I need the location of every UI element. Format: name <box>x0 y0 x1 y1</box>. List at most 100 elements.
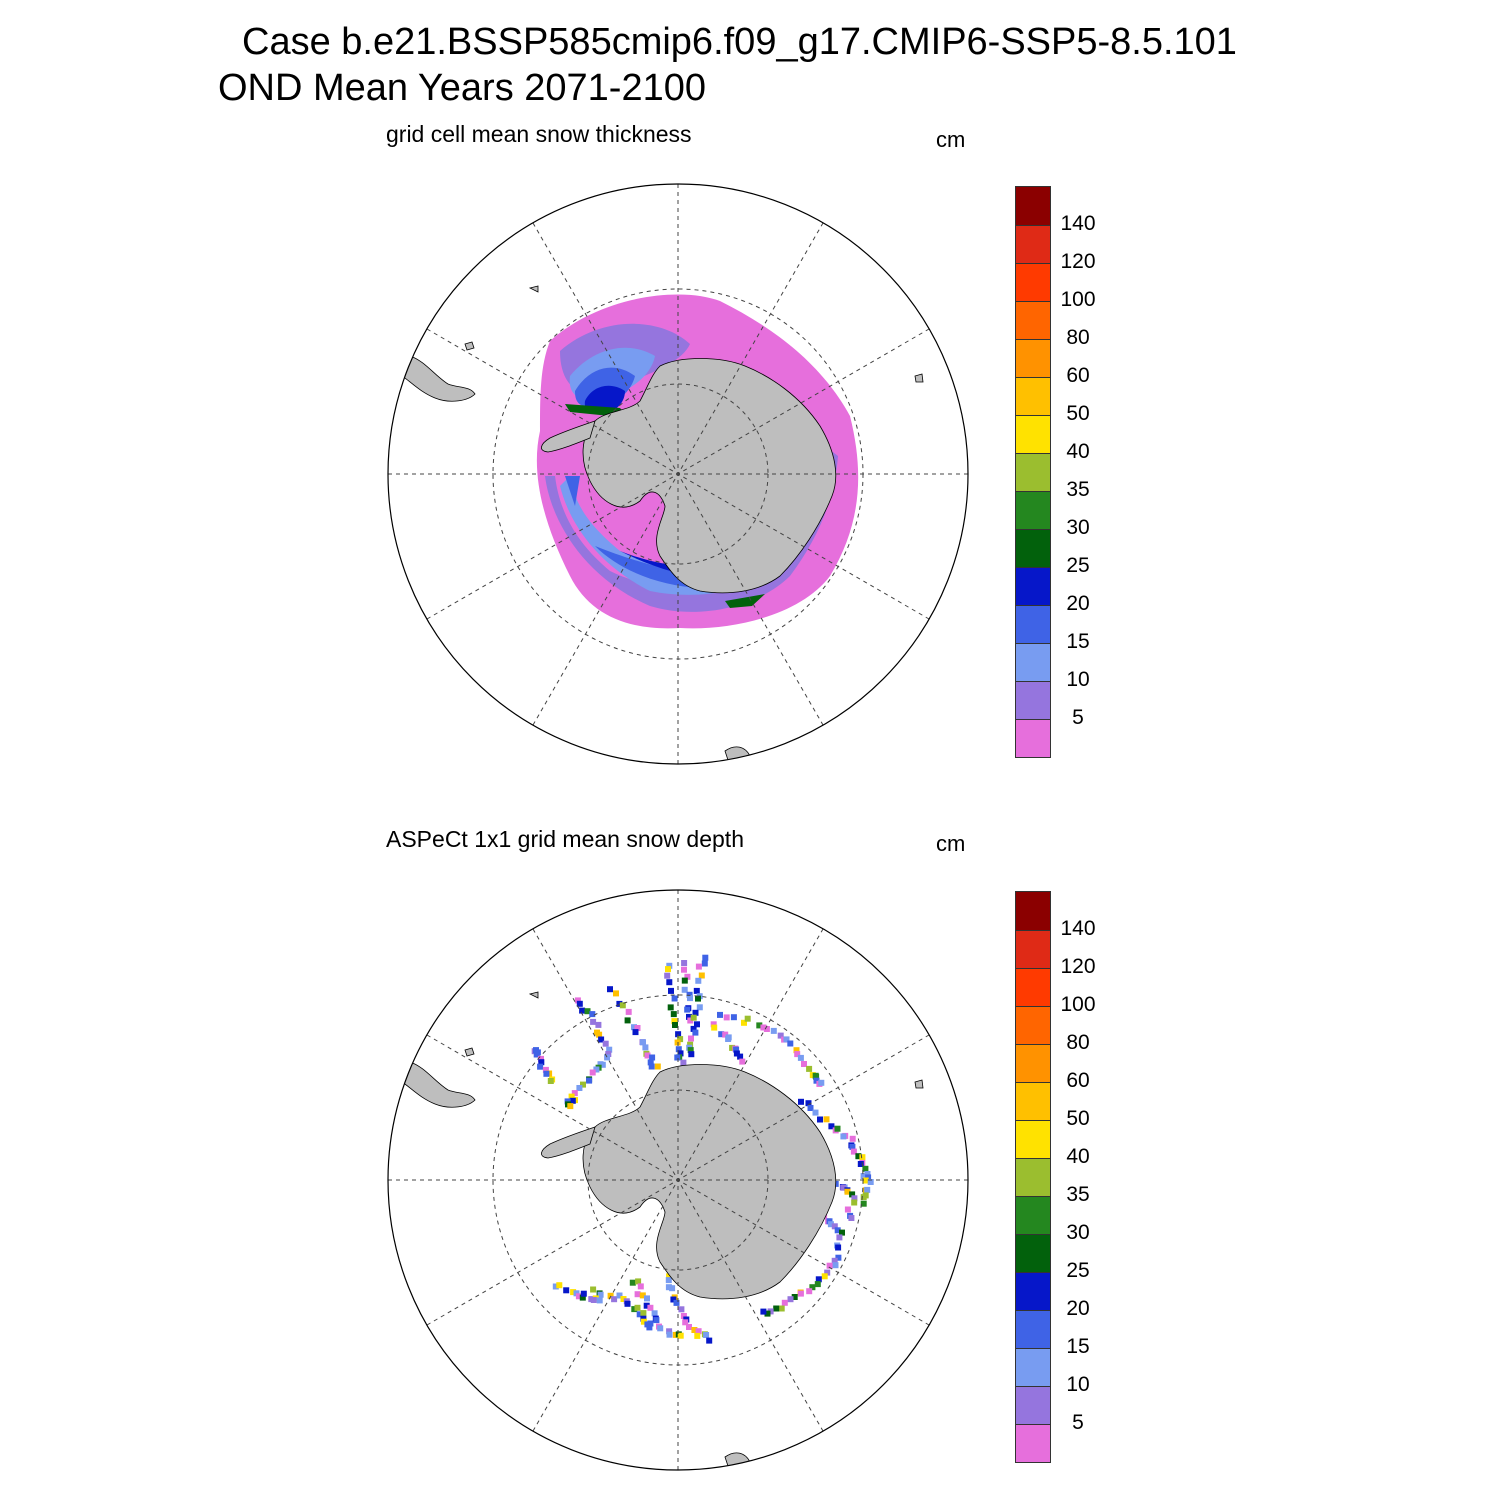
colorbar-box <box>1016 1044 1050 1082</box>
figure-title-case: Case b.e21.BSSP585cmip6.f09_g17.CMIP6-SS… <box>242 21 1237 63</box>
observation-cell <box>640 1310 647 1317</box>
colorbar-tick-label: 10 <box>1066 668 1090 691</box>
observation-cell <box>677 1050 684 1057</box>
observation-cell <box>667 1004 674 1011</box>
observation-cell <box>832 1262 839 1269</box>
observation-cell <box>629 1279 636 1286</box>
observation-cell <box>675 1046 682 1053</box>
observation-cell <box>692 1029 699 1036</box>
observation-cell <box>730 1014 737 1021</box>
observation-cell <box>556 1282 563 1289</box>
observation-cell <box>671 1018 678 1025</box>
observation-cell <box>647 1320 654 1327</box>
colorbar-tick-label: 20 <box>1066 1297 1090 1320</box>
observation-cell <box>607 986 613 993</box>
observation-cell <box>664 972 671 979</box>
observation-cell <box>729 1044 736 1051</box>
panel-model-map <box>387 183 969 765</box>
colorbar-box <box>1016 1386 1050 1424</box>
observation-cell <box>823 1116 830 1123</box>
colorbar-box <box>1016 225 1050 263</box>
observation-cell <box>538 1059 545 1066</box>
colorbar-box <box>1016 892 1050 930</box>
observation-cell <box>595 1021 602 1028</box>
observation-cell <box>826 1262 833 1269</box>
observation-cell <box>570 1289 577 1296</box>
colorbar-tick-label: 35 <box>1066 1183 1090 1206</box>
meridian-150 <box>532 928 824 1432</box>
colorbar-tick-label: 50 <box>1066 1107 1090 1130</box>
south-georgia <box>528 991 539 999</box>
panel-aspect-subtitle: ASPeCt 1x1 grid mean snow depth <box>386 826 744 852</box>
observation-cell <box>798 1098 804 1105</box>
observation-cell <box>590 1297 597 1303</box>
colorbar-tick-label: 35 <box>1066 478 1090 501</box>
observation-cell <box>805 1100 812 1107</box>
observation-cell <box>624 1017 631 1024</box>
observation-cell <box>640 1318 647 1325</box>
colorbar-box <box>1016 1120 1050 1158</box>
observation-cell <box>844 1206 851 1213</box>
observation-cell <box>640 1315 647 1322</box>
observation-cell <box>671 995 678 1002</box>
observation-cell <box>695 1328 702 1335</box>
observation-cell <box>563 1287 570 1294</box>
observation-cell <box>552 1283 559 1290</box>
colorbar-box <box>1016 301 1050 339</box>
observation-cell <box>703 1332 710 1338</box>
observation-cell <box>812 1109 819 1116</box>
observation-cell <box>586 1077 593 1084</box>
observation-cell <box>533 1051 540 1058</box>
observation-cell <box>584 1008 591 1015</box>
colorbar-box <box>1016 187 1050 225</box>
observation-cell <box>818 1079 825 1086</box>
observation-cell <box>674 1054 681 1061</box>
observation-cell <box>644 1295 650 1302</box>
colorbar-box <box>1016 1348 1050 1386</box>
observation-cell <box>698 972 705 979</box>
colorbar-tick-label: 20 <box>1066 592 1090 615</box>
observation-cell <box>770 1027 777 1034</box>
colorbar-tick-label: 60 <box>1066 364 1090 387</box>
colorbar-box <box>1016 968 1050 1006</box>
observation-cell <box>834 1125 841 1132</box>
observation-cell <box>665 1277 672 1284</box>
observation-cell <box>619 1002 626 1009</box>
observation-cell <box>579 1007 586 1014</box>
observation-cell <box>606 1046 613 1053</box>
snow-band-5-10 <box>545 323 838 612</box>
observation-cell <box>637 1283 644 1290</box>
observation-cell <box>687 1017 694 1024</box>
colorbar-tick-label: 80 <box>1066 326 1090 349</box>
observation-cell <box>860 1200 867 1207</box>
observation-cell <box>702 954 709 961</box>
observation-cell <box>828 1123 835 1130</box>
observation-cell <box>860 1173 867 1179</box>
observation-cell <box>599 1061 606 1068</box>
observation-cell <box>741 1019 747 1026</box>
observation-cell <box>677 1332 684 1339</box>
observation-cell <box>835 1244 842 1251</box>
observation-cell <box>688 1051 695 1058</box>
observation-cell <box>538 1055 544 1062</box>
observation-cell <box>756 1022 763 1029</box>
colorbar-tick-label: 40 <box>1066 1145 1090 1168</box>
observation-cell <box>680 1313 687 1319</box>
south-georgia <box>528 285 539 293</box>
figure-title-period: OND Mean Years 2071-2100 <box>218 67 706 109</box>
observation-cell <box>815 1276 822 1283</box>
observation-cell <box>760 1024 767 1031</box>
observation-cell <box>567 1103 574 1110</box>
colorbar-tick-label: 30 <box>1066 1221 1090 1244</box>
south-america-tip <box>401 355 476 402</box>
observation-cell <box>695 963 702 970</box>
south-america-tip <box>401 1061 476 1108</box>
observation-cell <box>666 962 673 969</box>
observation-cell <box>783 1036 790 1043</box>
colorbar-tick-label: 140 <box>1060 212 1096 235</box>
observation-cell <box>831 1223 838 1230</box>
kerguelen-island <box>914 1079 924 1089</box>
observation-cell <box>850 1148 857 1155</box>
colorbar-tick-label: 40 <box>1066 440 1090 463</box>
observation-cell <box>665 1284 672 1291</box>
